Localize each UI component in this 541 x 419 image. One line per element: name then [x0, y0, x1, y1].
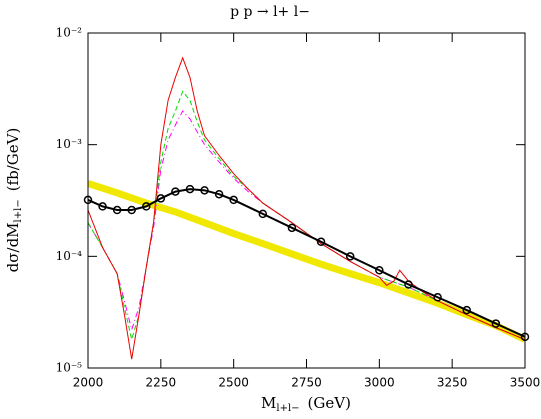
marker: [462, 305, 471, 315]
x-tick-label: 3250: [437, 376, 468, 390]
y-tick-label: 10⁻⁵: [56, 361, 83, 375]
marker: [316, 237, 326, 247]
x-axis-label: Ml+l− (GeV): [261, 394, 351, 414]
chart-title: p p → l+ l−: [230, 4, 310, 20]
marker: [142, 202, 151, 211]
series-line: [88, 188, 525, 338]
x-tick-label: 3500: [510, 376, 541, 390]
y-tick-label: 10⁻⁴: [56, 249, 83, 263]
marker: [112, 205, 122, 215]
marker: [287, 223, 297, 233]
x-label-sub: l+l−: [276, 403, 299, 414]
marker: [127, 205, 136, 215]
marker: [214, 189, 224, 199]
series-line: [88, 180, 525, 343]
series-line: [88, 56, 525, 360]
x-tick-label: 2500: [218, 376, 249, 390]
marker: [404, 280, 413, 289]
marker: [200, 186, 209, 195]
marker: [433, 293, 442, 302]
x-label-main: M: [261, 394, 276, 412]
marker: [98, 202, 107, 211]
y-label-unit: (fb/GeV): [4, 128, 22, 192]
x-label-unit: (GeV): [308, 394, 351, 412]
marker: [345, 252, 355, 261]
y-label-sub: l+l−: [13, 199, 24, 222]
y-tick-label: 10⁻²: [56, 26, 83, 40]
y-axis-label: dσ/dMl+l− (fb/GeV): [4, 128, 24, 273]
marker: [229, 195, 238, 205]
x-tick-label: 2750: [291, 376, 322, 390]
marker: [491, 319, 501, 328]
marker: [185, 184, 195, 194]
marker: [375, 266, 384, 275]
x-tick-label: 3000: [364, 376, 395, 390]
marker: [258, 209, 268, 219]
plot-frame: [87, 32, 526, 369]
y-label-main: dσ/dM: [4, 222, 22, 272]
marker: [171, 187, 180, 196]
series-line: [88, 90, 525, 342]
x-tick-label: 2000: [73, 376, 104, 390]
y-tick-label: 10⁻³: [56, 137, 83, 151]
x-tick-label: 2250: [146, 376, 177, 390]
marker: [156, 194, 166, 203]
